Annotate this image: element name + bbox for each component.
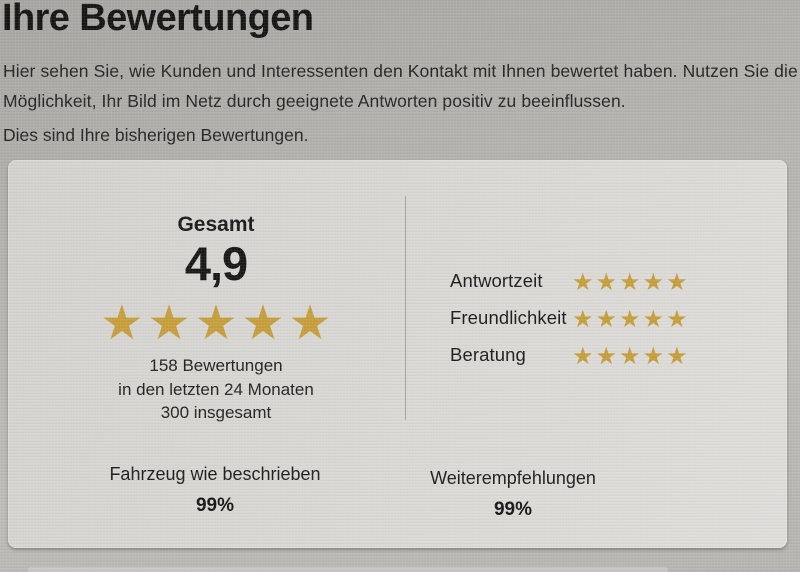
category-ratings: Antwortzeit ★★★★★ Freundlichkeit ★★★★★ B… — [450, 262, 690, 373]
metric-label: Fahrzeug wie beschrieben — [109, 464, 321, 484]
category-star-rating-icons: ★★★★★ — [572, 268, 690, 296]
category-label: Antwortzeit — [450, 269, 543, 291]
overall-label: Gesamt — [177, 213, 255, 236]
review-count: 158 Bewertungen — [149, 356, 283, 375]
metric-value: 99% — [493, 499, 533, 520]
page-title: Ihre Bewertungen — [2, 0, 314, 39]
intro-subline: Dies sind Ihre bisherigen Bewertungen. — [3, 125, 309, 145]
intro-line-1: Hier sehen Sie, wie Kunden und Interesse… — [3, 61, 798, 81]
category-star-rating-icons: ★★★★★ — [572, 342, 690, 370]
review-period: in den letzten 24 Monaten — [118, 379, 314, 399]
category-label: Freundlichkeit — [450, 306, 567, 328]
category-row-beratung: Beratung ★★★★★ — [450, 336, 690, 373]
overall-rating-block: Gesamt 4,9 ★★★★★ 158 Bewertungen in den … — [86, 212, 346, 425]
next-card-top-edge — [28, 567, 668, 572]
overall-star-rating-icons: ★★★★★ — [100, 295, 336, 351]
category-star-rating-icons: ★★★★★ — [572, 305, 690, 333]
metric-fahrzeug-wie-beschrieben: Fahrzeug wie beschrieben 99% — [65, 462, 365, 518]
category-row-antwortzeit: Antwortzeit ★★★★★ — [450, 262, 690, 299]
metric-weiterempfehlungen: Weiterempfehlungen 99% — [363, 466, 663, 522]
category-label: Beratung — [450, 343, 526, 365]
category-row-freundlichkeit: Freundlichkeit ★★★★★ — [450, 299, 690, 336]
metric-value: 99% — [195, 495, 235, 516]
intro-line-2: Möglichkeit, Ihr Bild im Netz durch geei… — [3, 91, 626, 111]
ratings-summary-card: Gesamt 4,9 ★★★★★ 158 Bewertungen in den … — [8, 160, 787, 548]
review-total: 300 insgesamt — [160, 403, 272, 422]
vertical-divider — [405, 196, 406, 420]
overall-score: 4,9 — [184, 237, 248, 290]
intro-text: Hier sehen Sie, wie Kunden und Interesse… — [3, 56, 798, 116]
metric-label: Weiterempfehlungen — [430, 468, 596, 488]
